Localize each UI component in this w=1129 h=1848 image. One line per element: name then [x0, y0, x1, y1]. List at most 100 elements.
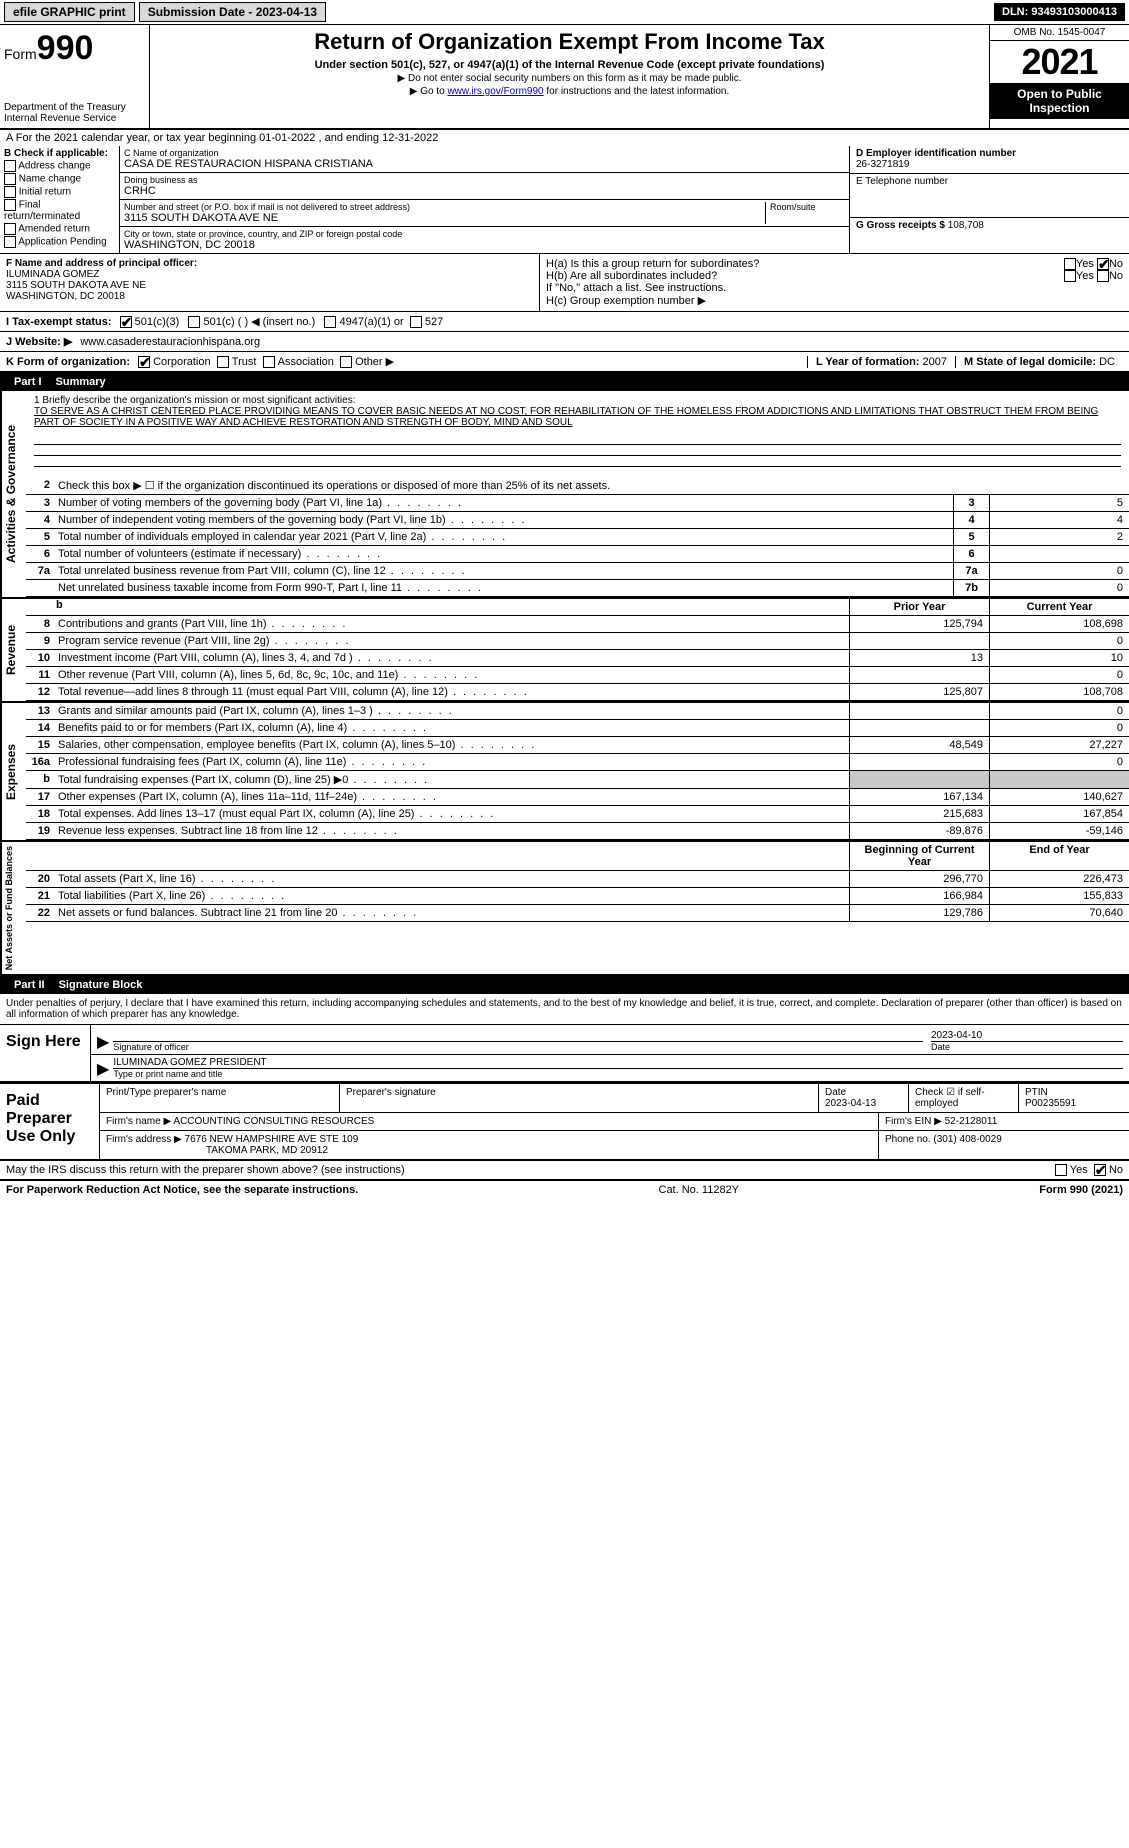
row-klm: K Form of organization: Corporation Trus… — [0, 352, 1129, 373]
footer-right: Form 990 (2021) — [1039, 1184, 1123, 1196]
hb-yes[interactable] — [1064, 270, 1076, 282]
firm-ein-l: Firm's EIN ▶ — [885, 1116, 942, 1127]
part1-num: Part I — [8, 376, 48, 388]
form-label: Form — [4, 46, 37, 62]
chk-address[interactable] — [4, 160, 16, 172]
pp-ptin-v: P00235591 — [1025, 1098, 1076, 1109]
side-revenue: Revenue — [0, 599, 26, 701]
chk-501c3[interactable] — [120, 316, 132, 328]
gov-line-4: 4Number of independent voting members of… — [26, 512, 1129, 529]
phone-label: E Telephone number — [856, 176, 1123, 187]
website-value: www.casaderestauracionhispana.org — [80, 336, 260, 348]
officer-addr2: WASHINGTON, DC 20018 — [6, 291, 533, 302]
row-i: I Tax-exempt status: 501(c)(3) 501(c) ( … — [0, 312, 1129, 332]
line-17: 17Other expenses (Part IX, column (A), l… — [26, 789, 1129, 806]
pp-ptin-l: PTIN — [1025, 1087, 1048, 1098]
opt-amended: Amended return — [18, 224, 90, 235]
box-b: B Check if applicable: Address change Na… — [0, 146, 120, 253]
discuss-q: May the IRS discuss this return with the… — [6, 1164, 405, 1176]
irs-label: Internal Revenue Service — [4, 113, 145, 124]
open-inspection: Open to Public Inspection — [990, 83, 1129, 119]
officer-addr1: 3115 SOUTH DAKOTA AVE NE — [6, 280, 533, 291]
chk-other[interactable] — [340, 356, 352, 368]
chk-4947[interactable] — [324, 316, 336, 328]
signer-name: ILUMINADA GOMEZ PRESIDENT — [113, 1057, 1123, 1068]
opt-initial: Initial return — [19, 187, 71, 198]
chk-name[interactable] — [4, 173, 16, 185]
dba-value: CRHC — [124, 185, 845, 197]
firm-phone-v: (301) 408-0029 — [933, 1134, 1001, 1145]
line-15: 15Salaries, other compensation, employee… — [26, 737, 1129, 754]
gov-line-7a: 7aTotal unrelated business revenue from … — [26, 563, 1129, 580]
firm-phone-l: Phone no. — [885, 1134, 931, 1145]
gov-line-5: 5Total number of individuals employed in… — [26, 529, 1129, 546]
discuss-yes-l: Yes — [1070, 1164, 1088, 1176]
submission-button[interactable]: Submission Date - 2023-04-13 — [139, 2, 326, 22]
hb-no-l: No — [1109, 270, 1123, 282]
chk-initial[interactable] — [4, 186, 16, 198]
opt-address: Address change — [18, 161, 90, 172]
officer-name: ILUMINADA GOMEZ — [6, 269, 533, 280]
sign-here-block: Sign Here ▶ Signature of officer 2023-04… — [0, 1025, 1129, 1082]
chk-assoc[interactable] — [263, 356, 275, 368]
efile-button[interactable]: efile GRAPHIC print — [4, 2, 135, 22]
line-b: bTotal fundraising expenses (Part IX, co… — [26, 771, 1129, 789]
side-governance: Activities & Governance — [0, 391, 26, 597]
chk-amended[interactable] — [4, 223, 16, 235]
footer-left: For Paperwork Reduction Act Notice, see … — [6, 1184, 358, 1196]
firm-name-v: ACCOUNTING CONSULTING RESOURCES — [173, 1116, 374, 1127]
top-bar: efile GRAPHIC print Submission Date - 20… — [0, 0, 1129, 25]
period-line: A For the 2021 calendar year, or tax yea… — [0, 130, 1129, 146]
chk-final[interactable] — [4, 199, 16, 211]
ha-no[interactable] — [1097, 258, 1109, 270]
line-19: 19Revenue less expenses. Subtract line 1… — [26, 823, 1129, 840]
discuss-row: May the IRS discuss this return with the… — [0, 1161, 1129, 1180]
hdr-prior: Prior Year — [849, 599, 989, 615]
org-info-block: B Check if applicable: Address change Na… — [0, 146, 1129, 254]
gov-line-7b: Net unrelated business taxable income fr… — [26, 580, 1129, 597]
tax-year: 2021 — [990, 41, 1129, 83]
discuss-no[interactable] — [1094, 1164, 1106, 1176]
opt-name: Name change — [19, 174, 81, 185]
header-left: Form990 Department of the Treasury Inter… — [0, 25, 150, 128]
opt-assoc: Association — [278, 356, 334, 368]
governance-section: Activities & Governance 1 Briefly descri… — [0, 391, 1129, 599]
line-14: 14Benefits paid to or for members (Part … — [26, 720, 1129, 737]
opt-501c: 501(c) ( ) ◀ (insert no.) — [203, 315, 315, 328]
line-20: 20Total assets (Part X, line 16)296,7702… — [26, 871, 1129, 888]
hb-note: If "No," attach a list. See instructions… — [546, 282, 1123, 294]
pp-date-l: Date — [825, 1087, 846, 1098]
mission-box: 1 Briefly describe the organization's mi… — [26, 391, 1129, 434]
line-11: 11Other revenue (Part VIII, column (A), … — [26, 667, 1129, 684]
discuss-no-l: No — [1109, 1164, 1123, 1176]
chk-527[interactable] — [410, 316, 422, 328]
part1-title: Summary — [56, 376, 106, 388]
netassets-section: Net Assets or Fund Balances Beginning of… — [0, 842, 1129, 976]
irs-link[interactable]: www.irs.gov/Form990 — [447, 86, 543, 97]
ssn-note: ▶ Do not enter social security numbers o… — [158, 73, 981, 84]
chk-501c[interactable] — [188, 316, 200, 328]
k-label: K Form of organization: — [6, 356, 130, 368]
hb-no[interactable] — [1097, 270, 1109, 282]
sig-declaration: Under penalties of perjury, I declare th… — [0, 994, 1129, 1025]
org-name: CASA DE RESTAURACION HISPANA CRISTIANA — [124, 158, 845, 170]
chk-pending[interactable] — [4, 236, 16, 248]
ein-value: 26-3271819 — [856, 159, 1123, 170]
part2-num: Part II — [8, 979, 51, 991]
city-value: WASHINGTON, DC 20018 — [124, 239, 845, 251]
hdr-eoy: End of Year — [989, 842, 1129, 870]
line-16a: 16aProfessional fundraising fees (Part I… — [26, 754, 1129, 771]
box-b-label: B Check if applicable: — [4, 148, 115, 159]
pp-date-v: 2023-04-13 — [825, 1098, 876, 1109]
chk-trust[interactable] — [217, 356, 229, 368]
arrow-icon: ▶ — [97, 1032, 109, 1052]
line-9: 9Program service revenue (Part VIII, lin… — [26, 633, 1129, 650]
chk-corp[interactable] — [138, 356, 150, 368]
form-header: Form990 Department of the Treasury Inter… — [0, 25, 1129, 130]
pp-check-label: Check ☑ if self-employed — [909, 1084, 1019, 1112]
footer: For Paperwork Reduction Act Notice, see … — [0, 1180, 1129, 1199]
ha-yes[interactable] — [1064, 258, 1076, 270]
ha-no-l: No — [1109, 258, 1123, 270]
street-label: Number and street (or P.O. box if mail i… — [124, 202, 765, 212]
discuss-yes[interactable] — [1055, 1164, 1067, 1176]
